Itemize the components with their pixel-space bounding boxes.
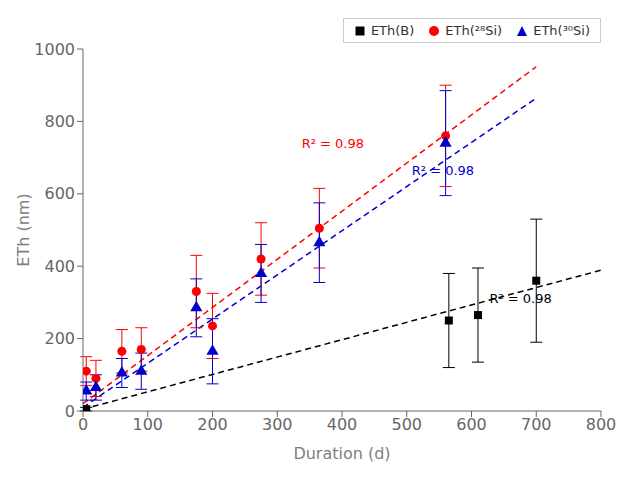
svg-text:0: 0 (65, 402, 75, 421)
svg-text:100: 100 (132, 415, 163, 434)
svg-text:600: 600 (44, 184, 75, 203)
svg-text:R² = 0.98: R² = 0.98 (412, 163, 474, 178)
svg-text:800: 800 (586, 415, 617, 434)
svg-text:ETh (nm): ETh (nm) (14, 193, 33, 266)
svg-text:R² = 0.98: R² = 0.98 (489, 291, 551, 306)
html-text:ETh(²⁸Si): ETh(²⁸Si) (445, 23, 503, 38)
svg-text:700: 700 (521, 415, 552, 434)
svg-text:300: 300 (262, 415, 293, 434)
svg-text:0: 0 (78, 415, 88, 434)
svg-text:600: 600 (456, 415, 487, 434)
html-text:ETh(B): ETh(B) (370, 23, 415, 38)
svg-text:200: 200 (197, 415, 228, 434)
svg-text:400: 400 (44, 257, 75, 276)
svg-text:200: 200 (44, 329, 75, 348)
html-text:ETh(³⁰Si): ETh(³⁰Si) (533, 23, 590, 38)
svg-text:400: 400 (327, 415, 358, 434)
svg-text:Duration (d): Duration (d) (293, 444, 390, 463)
svg-text:1000: 1000 (34, 40, 75, 59)
svg-text:800: 800 (44, 112, 75, 131)
svg-text:500: 500 (391, 415, 422, 434)
svg-text:R² = 0.98: R² = 0.98 (302, 136, 364, 151)
